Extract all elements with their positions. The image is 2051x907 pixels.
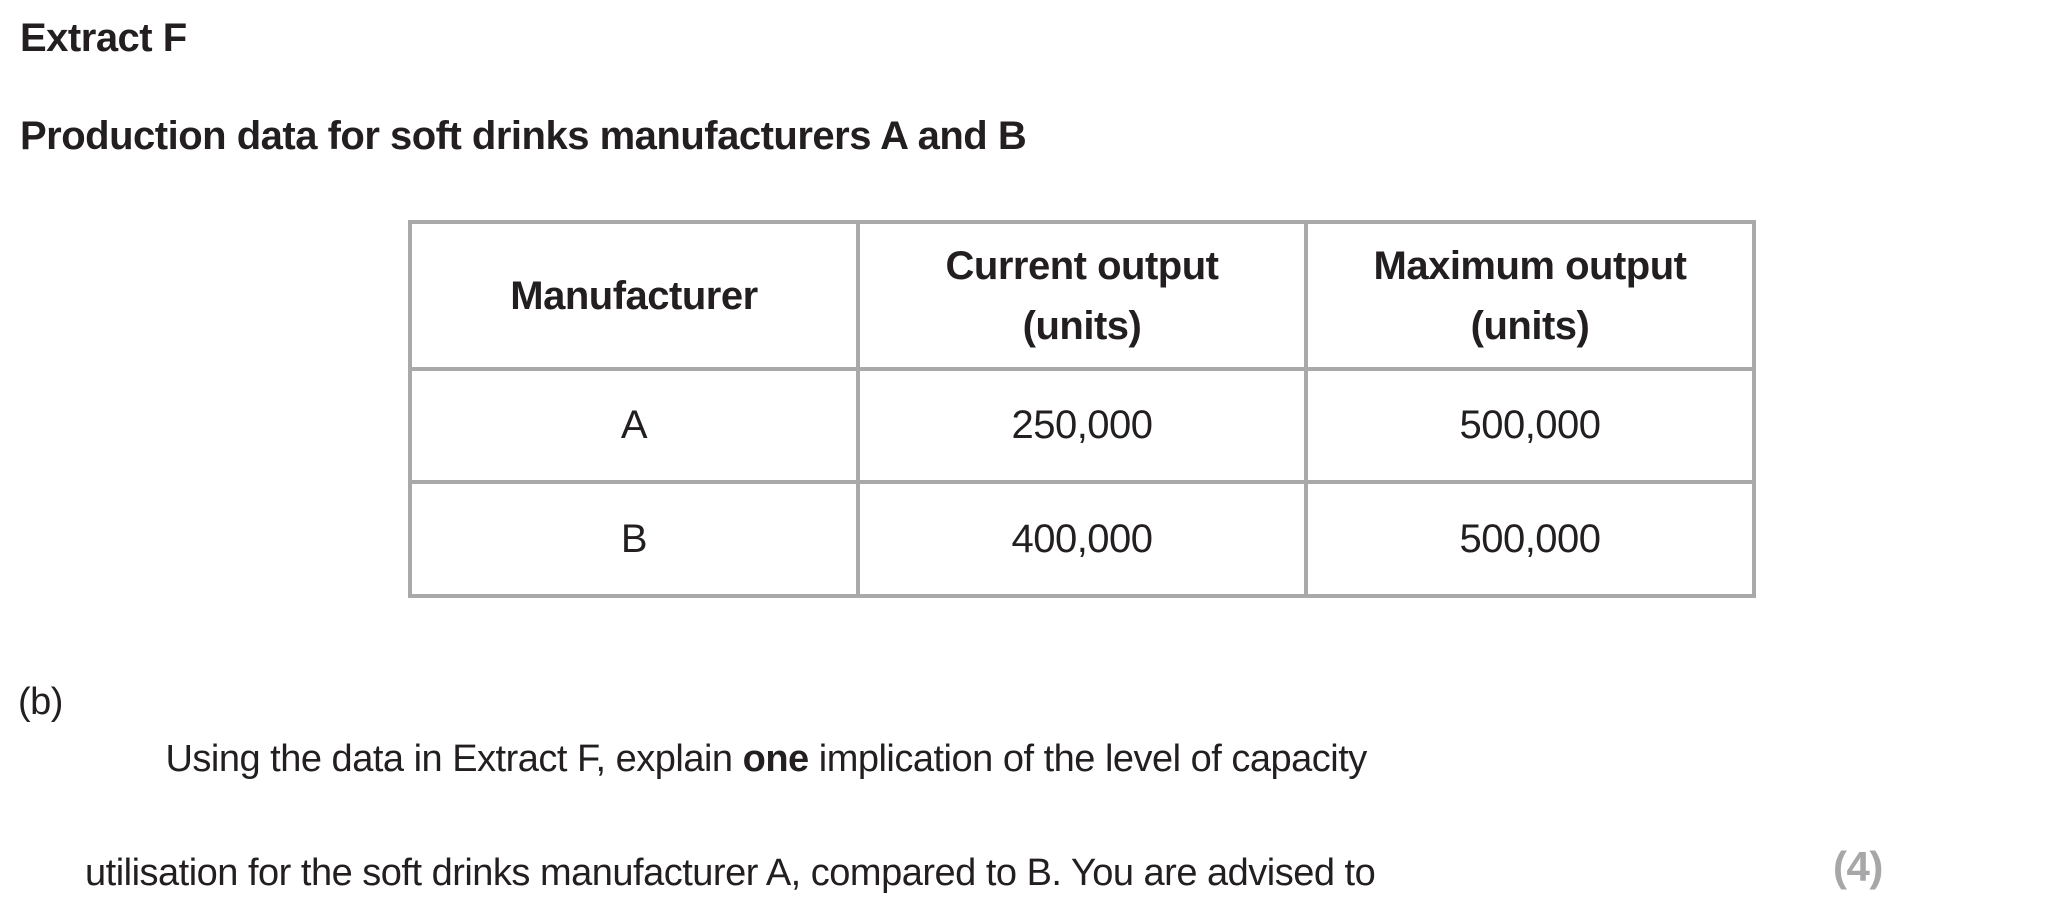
col-header-current-output-units: (units) [1022,303,1142,348]
col-header-maximum-output-label: Maximum output [1373,243,1687,288]
col-header-manufacturer: Manufacturer [408,220,860,371]
table-title-heading: Production data for soft drinks manufact… [20,114,1027,158]
col-header-maximum-output-units: (units) [1470,303,1590,348]
question-b: (b) Using the data in Extract F, explain… [18,674,1376,907]
table-header-row: Manufacturer Current output (units) Maxi… [408,220,1756,371]
cell-current-output-b: 400,000 [856,480,1308,598]
table-row-manufacturer-b: B 400,000 500,000 [408,480,1756,598]
marks-badge: (4) [1833,843,1883,890]
cell-maximum-output-b: 500,000 [1304,480,1756,598]
production-data-table: Manufacturer Current output (units) Maxi… [408,220,1756,598]
cell-maximum-output-a: 500,000 [1304,367,1756,484]
cell-manufacturer-b: B [408,480,860,598]
question-line-1: Using the data in Extract F, explain one… [85,674,1375,845]
col-header-manufacturer-label: Manufacturer [510,273,758,318]
table-row-manufacturer-a: A 250,000 500,000 [408,367,1756,484]
cell-manufacturer-a: A [408,367,860,484]
col-header-current-output-label: Current output [945,243,1219,288]
col-header-current-output: Current output (units) [856,220,1308,371]
cell-current-output-a: 250,000 [856,367,1308,484]
extract-heading: Extract F [20,16,187,60]
col-header-maximum-output: Maximum output (units) [1304,220,1756,371]
question-line-3: show your working. [85,902,1375,907]
question-line-2: utilisation for the soft drinks manufact… [85,852,1376,894]
question-label: (b) [18,681,63,723]
question-line-1-suffix: implication of the level of capacity [808,738,1368,780]
question-line-1-prefix: Using the data in Extract F, explain [165,738,743,780]
question-line-1-bold-word: one [742,738,810,780]
question-text: Using the data in Extract F, explain one… [85,674,1376,907]
